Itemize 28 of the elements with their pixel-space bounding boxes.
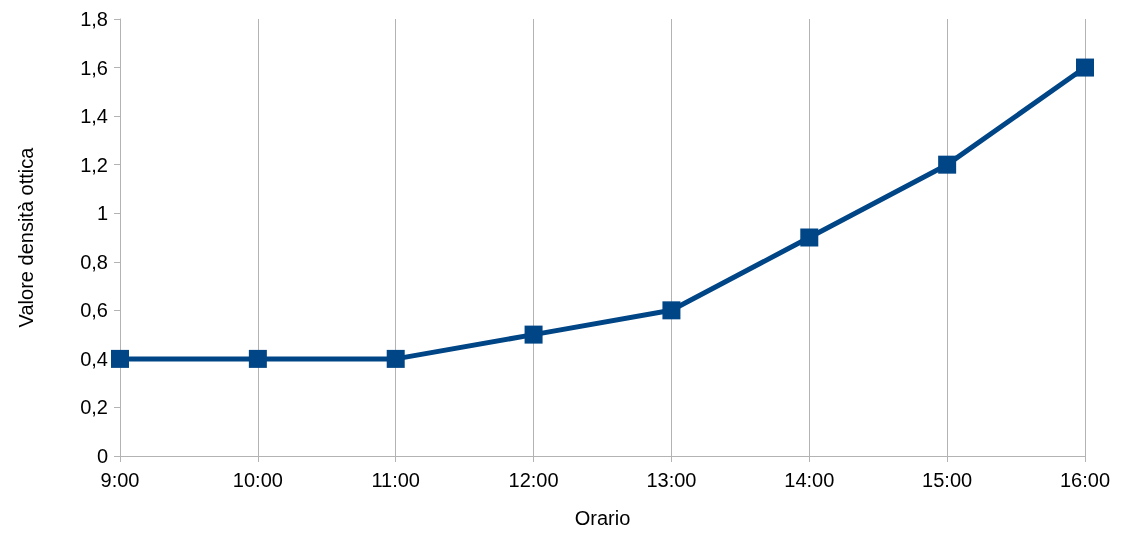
y-tick-label: 0 xyxy=(96,445,108,467)
y-tick-label: 0,4 xyxy=(80,347,108,370)
point xyxy=(1076,58,1094,77)
point xyxy=(800,228,819,247)
x-tick-label: 10:00 xyxy=(232,469,283,491)
x-tick-label: 15:00 xyxy=(922,469,973,491)
point xyxy=(386,349,405,368)
y-tick-label: 0,8 xyxy=(80,250,108,273)
x-tick-label: 13:00 xyxy=(646,469,697,491)
point xyxy=(248,349,267,368)
y-tick-label: 1,4 xyxy=(80,105,108,128)
point xyxy=(662,301,681,320)
y-tick-label: 1,8 xyxy=(80,8,108,30)
y-tick-label: 1 xyxy=(96,202,108,225)
y-tick-label: 0,2 xyxy=(80,396,108,419)
y-axis-title: Valore densità ottica xyxy=(15,146,37,328)
y-tick-label: 0,6 xyxy=(80,299,108,322)
x-tick-label: 14:00 xyxy=(784,469,835,491)
point xyxy=(938,155,957,174)
y-tick-label: 1,6 xyxy=(80,56,108,79)
x-tick-label: 16:00 xyxy=(1059,469,1111,491)
y-tick-label: 1,2 xyxy=(80,153,108,176)
x-axis-title: Orario xyxy=(574,507,631,529)
x-tick-label: 12:00 xyxy=(508,469,559,491)
point xyxy=(111,349,129,368)
x-tick-label: 9:00 xyxy=(100,469,140,491)
point xyxy=(524,325,543,344)
x-tick-label: 11:00 xyxy=(371,469,420,491)
